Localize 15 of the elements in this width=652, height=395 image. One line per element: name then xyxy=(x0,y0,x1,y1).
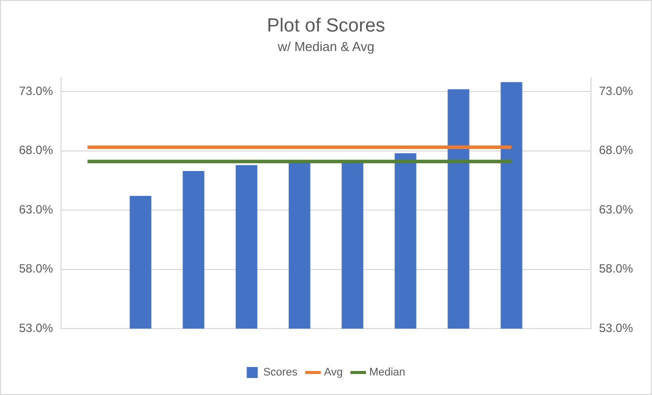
legend-label: Scores xyxy=(263,366,298,379)
legend-label: Median xyxy=(369,366,406,379)
y-tick-label: 73.0% xyxy=(18,84,54,98)
y2-tick-label: 58.0% xyxy=(598,262,634,276)
y2-tick-label: 63.0% xyxy=(598,202,634,216)
legend-label: Avg xyxy=(324,366,343,379)
y-tick-label: 68.0% xyxy=(18,143,54,158)
chart-title: Plot of Scores xyxy=(266,16,386,37)
y2-tick-label: 53.0% xyxy=(598,320,634,335)
y2-tick-label: 68.0% xyxy=(598,143,634,158)
y-tick-label: 63.0% xyxy=(18,202,54,216)
y2-tick-label: 73.0% xyxy=(598,84,634,98)
chart-subtitle: w/ Median & Avg xyxy=(276,39,374,54)
y-tick-label: 58.0% xyxy=(18,262,54,276)
y-tick-label: 53.0% xyxy=(18,320,54,335)
